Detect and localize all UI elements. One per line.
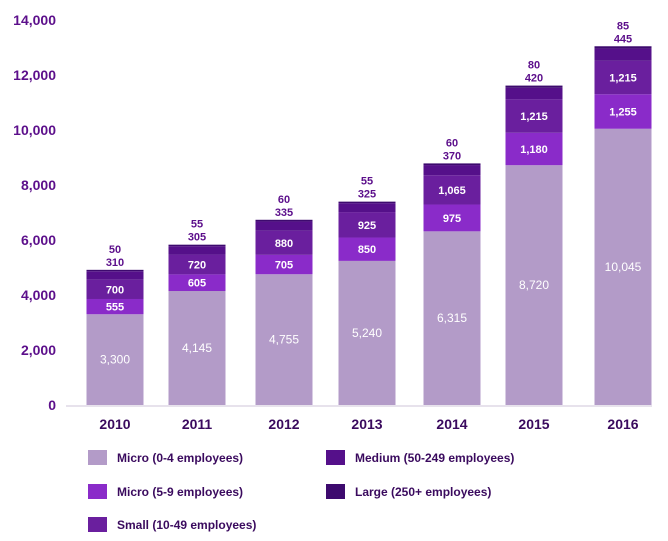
data-label: 445 [614, 33, 632, 45]
data-label: 700 [106, 284, 124, 296]
bar-segment [86, 279, 144, 299]
data-label: 85 [617, 20, 629, 32]
bar-segment [338, 201, 396, 204]
data-label: 975 [443, 213, 461, 225]
bar-segment [168, 291, 226, 405]
bar-segment [168, 244, 226, 247]
bar-segment [594, 48, 652, 61]
data-label: 420 [525, 73, 543, 85]
x-tick-label: 2013 [351, 416, 382, 432]
bar-segment [423, 204, 481, 232]
data-label: 8,720 [519, 278, 549, 292]
y-tick-label: 0 [48, 397, 56, 413]
data-label: 55 [191, 219, 203, 231]
data-label: 880 [275, 238, 293, 250]
bar-segment [338, 212, 396, 238]
data-label: 1,180 [520, 144, 548, 156]
data-label: 1,215 [520, 111, 548, 123]
bar-segment [168, 246, 226, 255]
data-label: 4,755 [269, 333, 299, 347]
bar-segment [86, 314, 144, 405]
bar-segment [168, 274, 226, 292]
bars: 3,300555700310504,145605720305554,755705… [86, 20, 652, 405]
y-tick-label: 4,000 [21, 287, 56, 303]
data-label: 6,315 [437, 311, 467, 325]
bar-segment [86, 298, 144, 315]
y-axis: 0 2,000 4,000 6,000 8,000 10,000 12,000 14,000 [13, 12, 56, 413]
bar-segment [505, 165, 563, 405]
data-label: 925 [358, 220, 376, 232]
bar-segment [338, 260, 396, 405]
data-label: 60 [446, 137, 458, 149]
data-label: 55 [361, 176, 373, 188]
y-tick-label: 10,000 [13, 122, 56, 138]
bar-segment [338, 237, 396, 261]
x-tick-label: 2014 [436, 416, 467, 432]
data-label: 3,300 [100, 353, 130, 367]
bar-segment [255, 219, 313, 222]
y-tick-label: 2,000 [21, 342, 56, 358]
bar-segment [423, 175, 481, 205]
bar-segment [594, 60, 652, 95]
bar-segment [86, 269, 144, 272]
data-label: 60 [278, 194, 290, 206]
y-tick-label: 12,000 [13, 67, 56, 83]
bar-segment [168, 254, 226, 275]
bar-segment [423, 165, 481, 176]
x-tick-label: 2015 [518, 416, 549, 432]
data-label: 5,240 [352, 326, 382, 340]
x-axis: 2010 2011 2012 2013 2014 2015 2016 [99, 416, 638, 432]
data-label: 1,255 [609, 107, 637, 119]
bar-segment [505, 85, 563, 88]
data-label: 605 [188, 278, 206, 290]
bar-segment [594, 128, 652, 405]
y-tick-label: 6,000 [21, 232, 56, 248]
data-label: 705 [275, 260, 293, 272]
x-tick-label: 2011 [182, 416, 213, 432]
bar-segment [255, 254, 313, 275]
x-tick-label: 2010 [99, 416, 130, 432]
bar-segment [255, 230, 313, 255]
data-label: 1,065 [438, 185, 466, 197]
bar-segment [505, 99, 563, 133]
bar-segment [255, 274, 313, 405]
bar-segment [86, 271, 144, 280]
bar-segment [255, 221, 313, 231]
y-tick-label: 14,000 [13, 12, 56, 28]
y-tick-label: 8,000 [21, 177, 56, 193]
bar-segment [505, 87, 563, 100]
data-label: 4,145 [182, 341, 212, 355]
data-label: 310 [106, 257, 124, 269]
bar-segment [423, 163, 481, 166]
data-label: 1,215 [609, 73, 637, 85]
data-label: 50 [109, 244, 121, 256]
bar-segment [594, 94, 652, 129]
data-label: 335 [275, 207, 293, 219]
bar-segment [594, 46, 652, 49]
data-label: 850 [358, 244, 376, 256]
data-label: 80 [528, 60, 540, 72]
x-tick-label: 2012 [268, 416, 299, 432]
data-label: 305 [188, 232, 206, 244]
data-label: 10,045 [605, 260, 642, 274]
data-label: 720 [188, 259, 206, 271]
data-label: 325 [358, 189, 376, 201]
bar-segment [338, 203, 396, 213]
x-tick-label: 2016 [607, 416, 638, 432]
data-label: 555 [106, 302, 124, 314]
data-label: 370 [443, 150, 461, 162]
bar-segment [423, 231, 481, 405]
bar-segment [505, 132, 563, 166]
